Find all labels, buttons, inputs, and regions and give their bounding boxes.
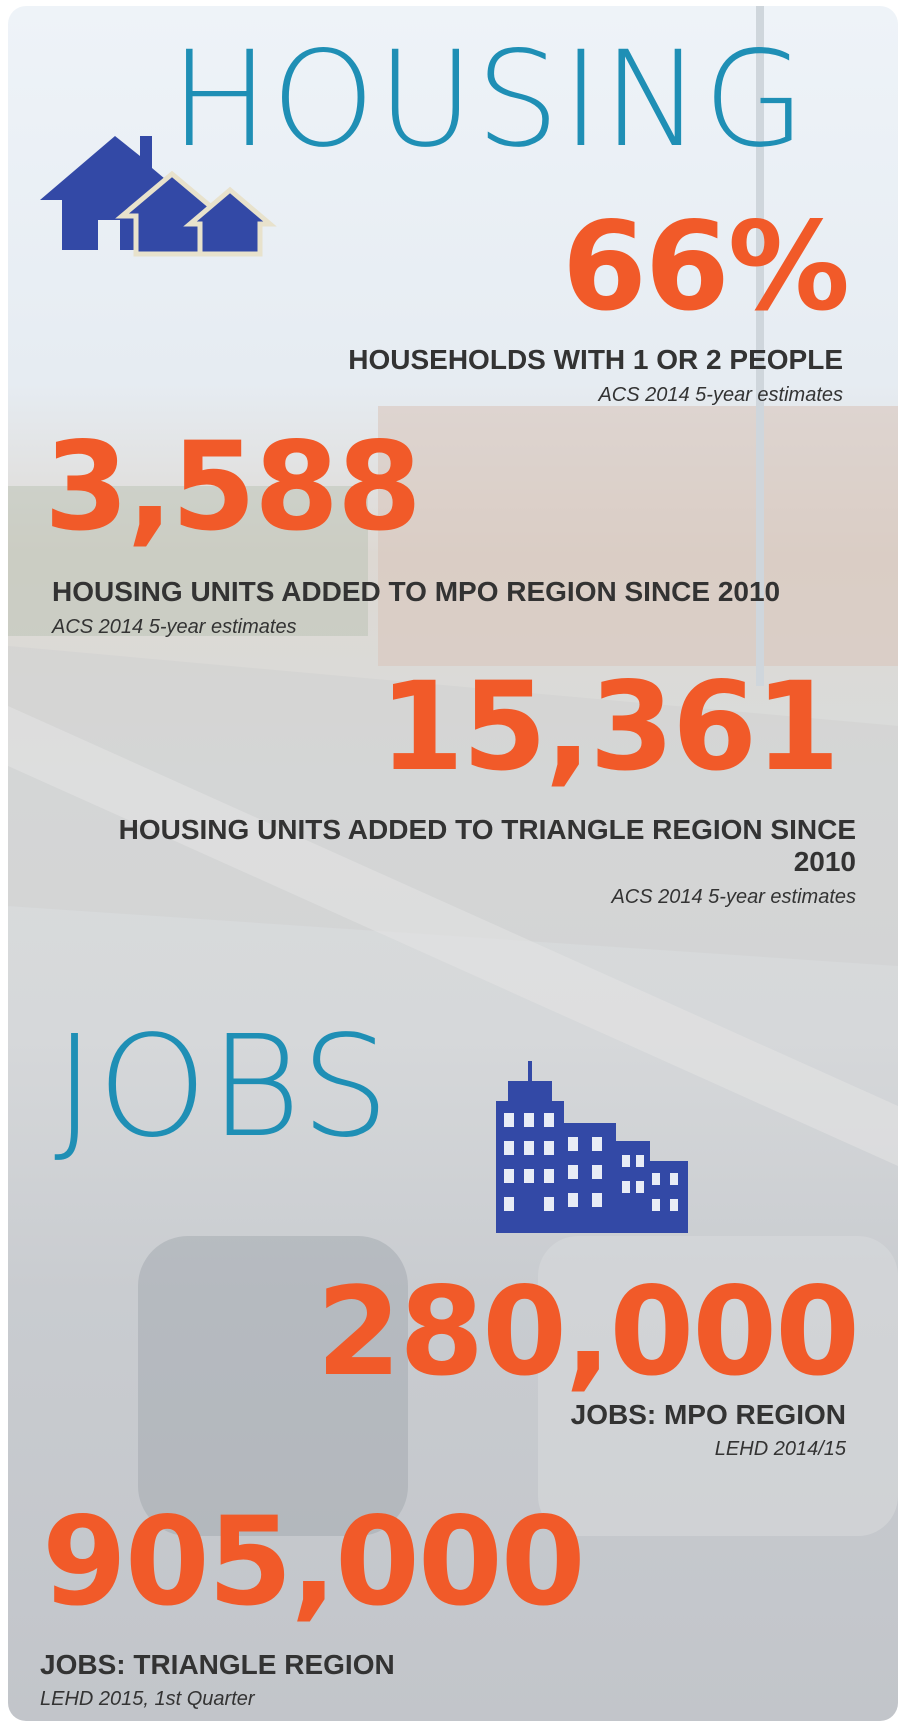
stat-value: 15,361 (379, 656, 840, 798)
stat-source: ACS 2014 5-year estimates (598, 384, 843, 406)
stat-source: ACS 2014 5-year estimates (52, 616, 297, 638)
stat-value: 3,588 (44, 416, 422, 558)
buildings-icon (496, 1061, 688, 1233)
stat-label: HOUSING UNITS ADDED TO MPO REGION SINCE … (52, 576, 781, 607)
stat-source: LEHD 2015, 1st Quarter (40, 1688, 255, 1710)
stat-label: HOUSEHOLDS WITH 1 OR 2 PEOPLE (348, 344, 843, 375)
section-title: HOUSING (170, 23, 808, 177)
stat-label: JOBS: TRIANGLE REGION (40, 1649, 395, 1680)
stat-value: 66% (561, 196, 850, 338)
infographic: HOUSING 66% HOUSEHOLDS WITH 1 OR 2 PEOPL… (8, 6, 898, 1721)
section-title: JOBS (54, 1006, 392, 1169)
houses-icon (40, 136, 277, 257)
stat-source: LEHD 2014/15 (714, 1438, 846, 1460)
stat-source: ACS 2014 5-year estimates (611, 886, 856, 908)
stat-label: HOUSING UNITS ADDED TO TRIANGLE REGION S… (118, 814, 856, 877)
stat-value: 905,000 (42, 1491, 586, 1633)
background-photo (8, 6, 898, 1536)
stat-label: JOBS: MPO REGION (570, 1399, 846, 1430)
stat-value: 280,000 (316, 1261, 860, 1403)
